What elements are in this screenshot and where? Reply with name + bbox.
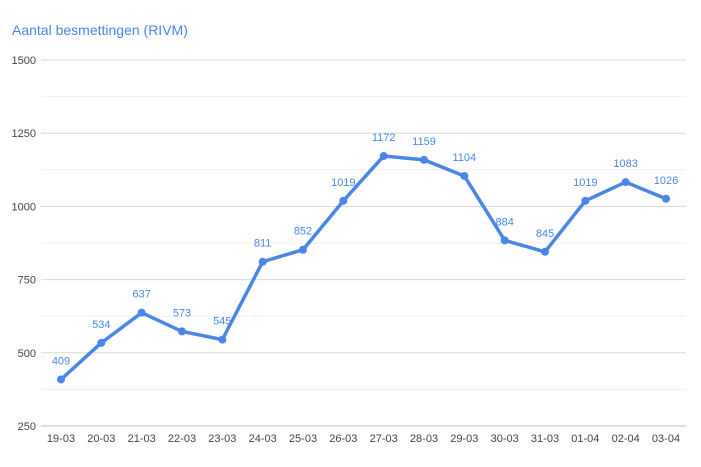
x-tick-label: 25-03: [289, 433, 317, 445]
data-label: 1104: [453, 152, 477, 164]
data-line: [59, 154, 667, 381]
data-point[interactable]: [662, 194, 670, 203]
x-tick-label: 28-03: [410, 433, 438, 445]
x-tick-label: 26-03: [329, 433, 357, 445]
data-label: 852: [294, 226, 312, 238]
y-tick-label: 750: [18, 275, 36, 287]
data-point[interactable]: [420, 155, 428, 164]
x-tick-label: 19-03: [47, 433, 75, 445]
x-tick-label: 22-03: [168, 433, 196, 445]
y-tick-label: 250: [18, 421, 36, 433]
x-tick-label: 02-04: [612, 433, 640, 445]
x-tick-label: 27-03: [370, 433, 398, 445]
x-tick-label: 20-03: [87, 433, 115, 445]
data-point[interactable]: [57, 375, 65, 384]
y-tick-label: 1250: [12, 128, 36, 140]
x-tick-label: 29-03: [450, 433, 478, 445]
data-label: 884: [495, 216, 513, 228]
data-label: 1172: [372, 132, 396, 144]
data-point[interactable]: [621, 178, 630, 187]
data-point[interactable]: [541, 247, 549, 256]
data-label: 1026: [654, 175, 678, 187]
data-label: 409: [52, 355, 70, 367]
data-point[interactable]: [218, 335, 227, 344]
x-tick-label: 30-03: [491, 433, 519, 445]
x-tick-label: 24-03: [249, 433, 277, 445]
y-tick-label: 1500: [12, 55, 36, 67]
data-point[interactable]: [97, 338, 106, 347]
data-point[interactable]: [178, 327, 186, 336]
data-point[interactable]: [500, 236, 509, 245]
chart-title: Aantal besmettingen (RIVM): [12, 22, 188, 38]
data-point[interactable]: [581, 196, 590, 205]
data-label: 534: [92, 319, 110, 331]
x-tick-label: 31-03: [531, 433, 559, 445]
data-point[interactable]: [379, 152, 388, 161]
data-point[interactable]: [460, 171, 469, 180]
data-label: 637: [132, 289, 150, 301]
data-label: 1019: [573, 177, 597, 189]
data-label: 1019: [331, 177, 355, 189]
data-point[interactable]: [339, 196, 348, 205]
data-label: 1159: [412, 136, 436, 148]
x-tick-label: 03-04: [652, 433, 680, 445]
data-label: 845: [536, 228, 554, 240]
data-point[interactable]: [299, 245, 307, 254]
data-label: 573: [173, 307, 191, 319]
data-label: 811: [254, 238, 272, 250]
y-tick-label: 1000: [12, 201, 36, 213]
x-tick-label: 23-03: [208, 433, 236, 445]
data-label: 545: [213, 316, 231, 328]
data-point[interactable]: [137, 308, 146, 317]
y-tick-label: 500: [18, 348, 36, 360]
x-tick-label: 01-04: [571, 433, 599, 445]
data-label: 1083: [613, 158, 637, 170]
data-point[interactable]: [258, 257, 267, 266]
x-tick-label: 21-03: [128, 433, 156, 445]
